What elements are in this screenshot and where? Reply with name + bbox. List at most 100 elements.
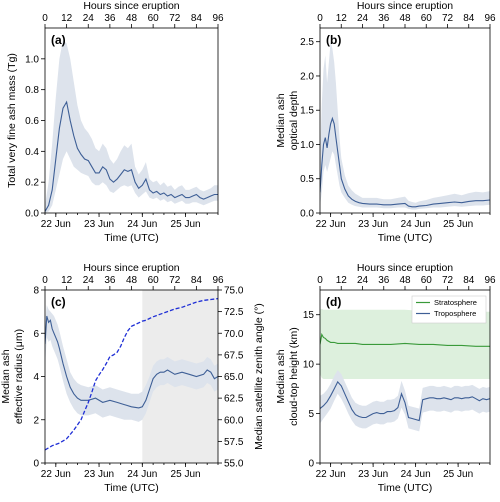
y2-tick-label: 57.5: [224, 437, 244, 448]
x-tick-label: 25 Jun: [443, 219, 473, 230]
top-tick-label: 36: [104, 275, 116, 286]
y-tick-label: 8: [33, 286, 39, 297]
x-tick-label: 23 Jun: [358, 469, 388, 480]
y-tick-label: 0.6: [25, 116, 39, 127]
y-tick-label: 1.5: [300, 106, 314, 117]
top-tick-label: 60: [421, 13, 433, 24]
legend-box: [411, 295, 487, 324]
x-tick-label: 22 Jun: [316, 469, 346, 480]
y-tick-label: 4: [33, 372, 39, 383]
top-axis-title: Hours since eruption: [357, 0, 453, 12]
y-axis-title: Median ash optical depth: [275, 91, 300, 151]
top-tick-label: 24: [357, 275, 369, 286]
series-line-0: [320, 332, 490, 347]
x-tick-label: 25 Jun: [171, 219, 201, 230]
y-axis-title-line2: effective radius (μm): [13, 329, 25, 424]
top-tick-label: 48: [126, 13, 138, 24]
top-tick-label: 24: [357, 13, 369, 24]
top-axis-title: Hours since eruption: [357, 262, 453, 274]
top-tick-label: 60: [148, 275, 160, 286]
panel-label: (a): [51, 33, 66, 47]
top-axis-title: Hours since eruption: [83, 262, 179, 274]
uncertainty-band-0: [320, 41, 490, 210]
y-tick-label: 1.0: [300, 140, 314, 151]
y-tick-label: 0.2: [25, 178, 39, 189]
series-line-0: [320, 116, 490, 208]
x-tick-label: 24 Jun: [401, 219, 431, 230]
y-axis-title: Total very fine ash mass (Tg): [6, 53, 18, 188]
plot-area: [45, 290, 218, 463]
y-axis-title-line1: Median ash: [275, 349, 287, 403]
top-tick-label: 36: [378, 275, 390, 286]
x-tick-label: 23 Jun: [84, 219, 114, 230]
y-tick-label: 0: [33, 459, 39, 470]
top-tick-label: 72: [169, 13, 181, 24]
panel-b: 22 Jun 23 Jun 24 Jun 25 Jun 0 12 24 36 48 60 72 84 9…: [275, 0, 496, 244]
x-tick-label: 22 Jun: [41, 219, 71, 230]
top-tick-label: 12: [61, 13, 73, 24]
y-axis-title: Median ash effective radius (μm): [0, 329, 25, 424]
top-tick-label: 24: [83, 13, 95, 24]
plot-area: [320, 308, 490, 432]
x-axis-title: Time (UTC): [104, 482, 158, 494]
series-line-1: [45, 297, 218, 451]
x-tick-label: 25 Jun: [443, 469, 473, 480]
top-tick-label: 0: [42, 13, 48, 24]
top-tick-label: 0: [317, 13, 323, 24]
panel-label: (d): [326, 295, 341, 309]
y-tick-label: 0.0: [25, 209, 39, 220]
x-axis-title: Time (UTC): [378, 232, 432, 244]
top-tick-label: 48: [399, 13, 411, 24]
top-tick-label: 12: [336, 275, 348, 286]
y-axis-title-line2: optical depth: [288, 91, 300, 151]
y-tick-label: 0.4: [25, 147, 39, 158]
y-tick-label: 0.8: [25, 85, 39, 96]
y-tick-label: 2: [33, 415, 39, 426]
plot-area: [320, 41, 490, 210]
panel-label: (b): [326, 33, 341, 47]
panel-a: 22 Jun 23 Jun 24 Jun 25 Jun 0 12 24 36 48 60 72 84 9…: [6, 0, 224, 244]
top-tick-label: 96: [484, 275, 496, 286]
top-tick-label: 12: [336, 13, 348, 24]
top-tick-label: 60: [148, 13, 160, 24]
uncertainty-band-0: [45, 305, 218, 422]
uncertainty-band-1: [320, 370, 490, 432]
x-tick-label: 22 Jun: [41, 469, 71, 480]
x-tick-label: 22 Jun: [316, 219, 346, 230]
legend-label-stratosphere: Stratosphere: [434, 298, 477, 307]
top-axis-title: Hours since eruption: [83, 0, 179, 12]
y-tick-label: 10: [303, 360, 315, 371]
series-line-1: [320, 380, 490, 422]
x-tick-label: 23 Jun: [358, 219, 388, 230]
top-tick-label: 36: [378, 13, 390, 24]
y-tick-label: 0: [308, 459, 314, 470]
series-line-0: [45, 315, 218, 409]
legend-label-troposphere: Troposphere: [434, 309, 476, 318]
top-tick-label: 84: [463, 13, 475, 24]
top-tick-label: 96: [212, 275, 224, 286]
x-tick-label: 24 Jun: [127, 219, 157, 230]
top-tick-label: 0: [42, 275, 48, 286]
panel-label: (c): [51, 295, 66, 309]
y-tick-label: 1.0: [25, 54, 39, 65]
y-tick-label: 2.5: [300, 37, 314, 48]
x-axis-title: Time (UTC): [378, 482, 432, 494]
top-tick-label: 72: [442, 275, 454, 286]
x-tick-label: 24 Jun: [127, 469, 157, 480]
top-tick-label: 36: [104, 13, 116, 24]
top-tick-label: 84: [463, 275, 475, 286]
top-tick-label: 60: [421, 275, 433, 286]
panel-d: 22 Jun 23 Jun 24 Jun 25 Jun 0 12 24 36 48 60 72 84 9…: [275, 262, 496, 494]
x-tick-label: 25 Jun: [171, 469, 201, 480]
y2-tick-label: 70.0: [224, 329, 244, 340]
top-tick-label: 12: [61, 275, 73, 286]
y-tick-label: 0.0: [300, 209, 314, 220]
y-tick-label: 6: [33, 329, 39, 340]
plot-area: [45, 40, 218, 213]
y2-tick-label: 65.0: [224, 372, 244, 383]
top-tick-label: 48: [399, 275, 411, 286]
top-tick-label: 0: [317, 275, 323, 286]
y-tick-label: 5: [308, 409, 314, 420]
y2-tick-label: 67.5: [224, 350, 244, 361]
